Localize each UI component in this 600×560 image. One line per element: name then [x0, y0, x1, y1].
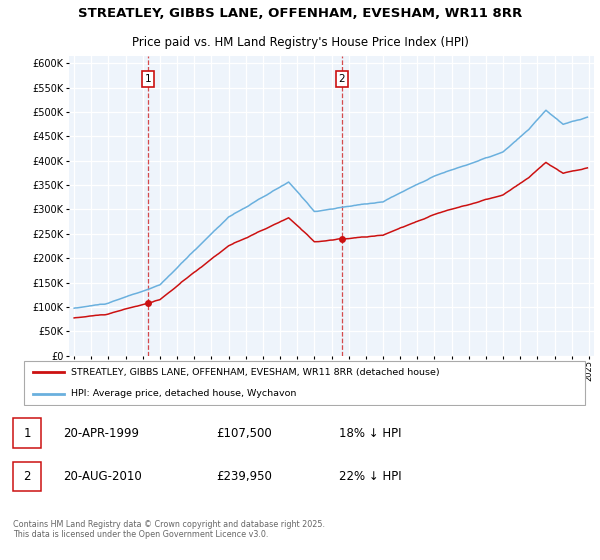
FancyBboxPatch shape — [13, 461, 41, 491]
Text: 2: 2 — [338, 74, 345, 84]
Text: 1: 1 — [23, 427, 31, 440]
Text: 1: 1 — [145, 74, 151, 84]
Text: 18% ↓ HPI: 18% ↓ HPI — [339, 427, 401, 440]
Text: STREATLEY, GIBBS LANE, OFFENHAM, EVESHAM, WR11 8RR (detached house): STREATLEY, GIBBS LANE, OFFENHAM, EVESHAM… — [71, 368, 440, 377]
FancyBboxPatch shape — [13, 418, 41, 448]
Text: £107,500: £107,500 — [216, 427, 272, 440]
Text: 2: 2 — [23, 470, 31, 483]
Text: 20-AUG-2010: 20-AUG-2010 — [63, 470, 142, 483]
Text: STREATLEY, GIBBS LANE, OFFENHAM, EVESHAM, WR11 8RR: STREATLEY, GIBBS LANE, OFFENHAM, EVESHAM… — [78, 7, 522, 20]
Text: £239,950: £239,950 — [216, 470, 272, 483]
FancyBboxPatch shape — [24, 361, 584, 405]
Text: 22% ↓ HPI: 22% ↓ HPI — [339, 470, 401, 483]
Text: Contains HM Land Registry data © Crown copyright and database right 2025.
This d: Contains HM Land Registry data © Crown c… — [13, 520, 325, 539]
Text: Price paid vs. HM Land Registry's House Price Index (HPI): Price paid vs. HM Land Registry's House … — [131, 36, 469, 49]
Text: 20-APR-1999: 20-APR-1999 — [63, 427, 139, 440]
Text: HPI: Average price, detached house, Wychavon: HPI: Average price, detached house, Wych… — [71, 389, 296, 398]
